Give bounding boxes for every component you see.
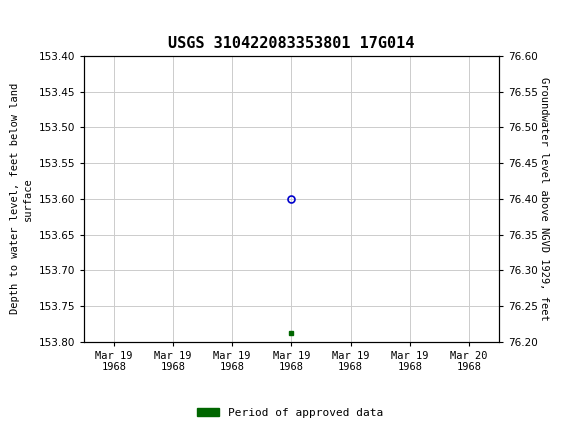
Y-axis label: Groundwater level above NGVD 1929, feet: Groundwater level above NGVD 1929, feet <box>539 77 549 321</box>
Title: USGS 310422083353801 17G014: USGS 310422083353801 17G014 <box>168 36 415 51</box>
Legend: Period of approved data: Period of approved data <box>193 403 387 422</box>
Text: USGS: USGS <box>48 12 111 31</box>
Y-axis label: Depth to water level, feet below land
surface: Depth to water level, feet below land su… <box>10 83 33 314</box>
